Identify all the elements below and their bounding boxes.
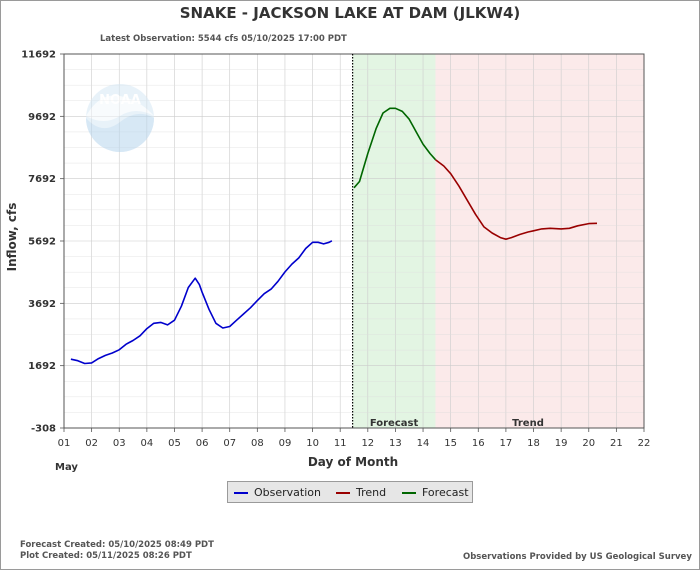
x-tick-label: 17 [500,438,513,449]
series-line-observation [70,240,333,365]
x-tick-label: 07 [223,438,236,449]
latest-observation: Latest Observation: 5544 cfs 05/10/2025 … [100,34,347,44]
legend-label-observation: Observation [254,486,321,499]
x-tick-label: 18 [527,438,540,449]
x-tick-label: 01 [58,438,71,449]
noaa-logo-text: NOAA [99,93,141,108]
y-tick-label: 9692 [28,112,56,123]
plot-created: Plot Created: 05/11/2025 08:26 PDT [20,551,192,561]
y-tick-label: 7692 [28,174,56,185]
x-tick-label: 22 [638,438,651,449]
x-tick-label: 16 [472,438,485,449]
y-tick-label: 11692 [21,50,56,61]
legend-label-trend: Trend [356,486,387,499]
x-tick-label: 10 [306,438,319,449]
x-tick-label: 03 [113,438,126,449]
axes-layer [60,53,645,432]
forecast-created: Forecast Created: 05/10/2025 08:49 PDT [20,540,214,550]
chart-title: SNAKE - JACKSON LAKE AT DAM (JLKW4) [179,4,521,22]
x-tick-label: 14 [417,438,430,449]
x-tick-label: 21 [610,438,623,449]
x-tick-label: 20 [582,438,595,449]
x-tick-label: 19 [555,438,568,449]
noaa-logo-icon: NOAA [86,84,154,152]
series-line-forecast [353,107,437,189]
x-tick-label: 05 [168,438,181,449]
x-tick-label: 02 [85,438,98,449]
series-layer [70,107,598,365]
legend-label-forecast: Forecast [422,486,469,499]
x-tick-label: 15 [444,438,457,449]
x-axis-label: Day of Month [307,455,399,469]
x-tick-label: 13 [389,438,402,449]
x-tick-label: 09 [279,438,292,449]
legend-swatch-forecast [402,492,416,494]
legend-swatch-trend [336,492,350,494]
x-tick-label: 06 [196,438,209,449]
legend: Observation Trend Forecast [227,481,473,503]
legend-item-observation: Observation [234,486,321,499]
y-tick-label: 1692 [28,361,56,372]
y-tick-label: 3692 [28,299,56,310]
tick-labels-layer: Forecast Trend 01 02 03 04 05 06 07 08 09 10 11 12 13 1… [21,50,650,450]
legend-item-forecast: Forecast [402,486,469,499]
data-provider: Observations Provided by US Geological S… [463,552,692,562]
x-tick-label: 08 [251,438,264,449]
x-tick-label: 04 [140,438,153,449]
zone-label-trend: Trend [512,418,544,429]
series-line-trend [435,159,598,240]
y-tick-label: 5692 [28,237,56,248]
zone-label-forecast: Forecast [370,418,419,429]
legend-swatch-observation [234,492,248,494]
x-tick-label: 12 [361,438,374,449]
y-tick-label: -308 [31,424,56,435]
legend-item-trend: Trend [336,486,386,499]
x-tick-label: 11 [334,438,347,449]
y-axis-label: Inflow, cfs [5,202,19,272]
month-label: May [55,462,78,473]
